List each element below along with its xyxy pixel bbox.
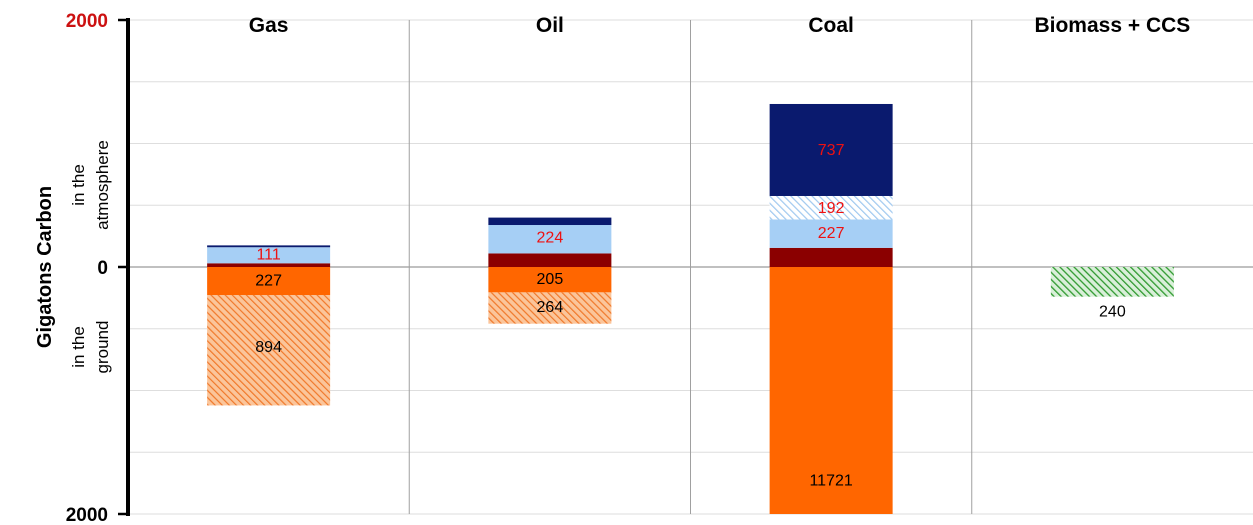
data-label-oil-ground-solid: 205 xyxy=(537,271,564,288)
bar-segment-oil-atm-navy xyxy=(488,217,612,226)
stacked-bars xyxy=(207,103,1174,514)
y-tick-label-zero: 0 xyxy=(97,258,108,279)
bar-segment-gas-atm-darkred xyxy=(207,263,331,267)
bar-segment-coal-atm-lightblue xyxy=(769,219,893,248)
bar-segment-coal-atm-navy xyxy=(769,103,893,196)
panel-title-oil: Oil xyxy=(536,14,564,37)
region-label-above: in the atmosphere xyxy=(69,140,112,230)
data-label-coal-ground-solid: 11721 xyxy=(809,472,852,489)
bar-segment-gas-atm-navy xyxy=(207,245,331,248)
bar-segment-gas-ground-hatched xyxy=(207,295,331,406)
region-label-above-line-1: atmosphere xyxy=(93,140,112,230)
region-label-below: in the ground xyxy=(69,321,112,374)
data-label-gas-ground-solid: 227 xyxy=(255,272,282,289)
y-axis-label: Gigatons Carbon xyxy=(34,186,56,348)
bar-segment-coal-atm-darkred xyxy=(769,247,893,267)
bar-segment-biomass-ground-hatched xyxy=(1050,267,1174,297)
data-label-gas-atm-lightblue: 111 xyxy=(256,246,280,263)
data-label-oil-ground-hatched: 264 xyxy=(537,299,564,316)
panel-title-biomass-ccs: Biomass + CCS xyxy=(1034,14,1190,37)
bar-segment-oil-atm-darkred xyxy=(488,253,612,267)
panel-title-coal: Coal xyxy=(808,14,854,37)
bar-segment-oil-ground-hatched xyxy=(488,292,612,324)
region-label-above-line-0: in the xyxy=(69,164,88,206)
data-label-gas-ground-hatched: 894 xyxy=(255,339,282,356)
bar-segment-coal-ground-solid xyxy=(769,267,893,514)
data-label-coal-atm-lightblue: 227 xyxy=(818,225,845,242)
bar-segment-gas-ground-solid xyxy=(207,267,331,296)
y-axis: 2000 0 2000 Gigatons Carbon in the atmosphere… xyxy=(34,11,130,525)
bar-segment-gas-atm-lightblue xyxy=(207,247,331,264)
region-label-below-line-1: ground xyxy=(93,321,112,374)
data-label-biomass-ground-hatched: 240 xyxy=(1099,304,1126,321)
panel-title-gas: Gas xyxy=(249,14,289,37)
panel-titles: Gas Oil Coal Biomass + CCS xyxy=(249,14,1191,37)
bar-segment-oil-atm-lightblue xyxy=(488,225,612,254)
data-label-coal-atm-navy: 737 xyxy=(818,142,845,159)
data-label-oil-atm-lightblue: 224 xyxy=(537,230,564,247)
data-labels: 894 227 111 264 205 224 11721 227 192 737 240 xyxy=(255,142,1126,489)
data-label-coal-atm-hatched: 192 xyxy=(818,200,845,217)
panel-separators xyxy=(408,20,973,514)
y-tick-label-top: 2000 xyxy=(66,11,108,32)
y-tick-label-bottom: 2000 xyxy=(66,505,108,525)
region-label-below-line-0: in the xyxy=(69,326,88,368)
bar-segment-coal-atm-hatched xyxy=(769,195,893,220)
bar-segment-oil-ground-solid xyxy=(488,267,612,293)
